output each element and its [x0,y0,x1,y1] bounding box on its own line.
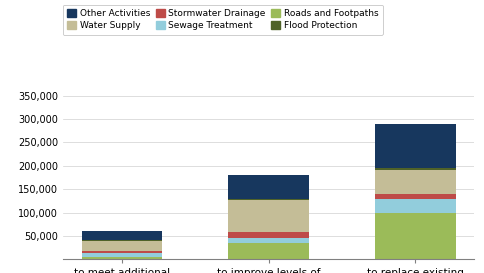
Bar [228,238,309,243]
Bar [375,213,455,259]
Legend: Other Activities, Water Supply, Stormwater Drainage, Sewage Treatment, Roads and: Other Activities, Water Supply, Stormwat… [62,5,383,35]
Bar [375,194,455,198]
Bar [82,231,162,240]
Bar [82,241,162,251]
Bar [228,198,309,200]
Bar [82,240,162,241]
Bar [228,175,309,198]
Bar [228,232,309,238]
Bar [375,170,455,194]
Bar [375,168,455,170]
Bar [82,253,162,257]
Bar [82,251,162,253]
Bar [375,124,455,168]
Bar [228,200,309,232]
Bar [82,257,162,259]
Bar [228,243,309,259]
Bar [375,198,455,213]
